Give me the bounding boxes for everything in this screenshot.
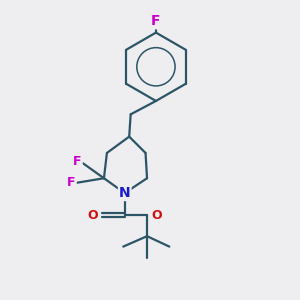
Text: N: N [119, 186, 130, 200]
Text: F: F [73, 155, 82, 168]
Text: F: F [67, 176, 76, 189]
Text: O: O [87, 209, 98, 222]
Text: F: F [151, 14, 161, 28]
Text: O: O [152, 209, 162, 222]
